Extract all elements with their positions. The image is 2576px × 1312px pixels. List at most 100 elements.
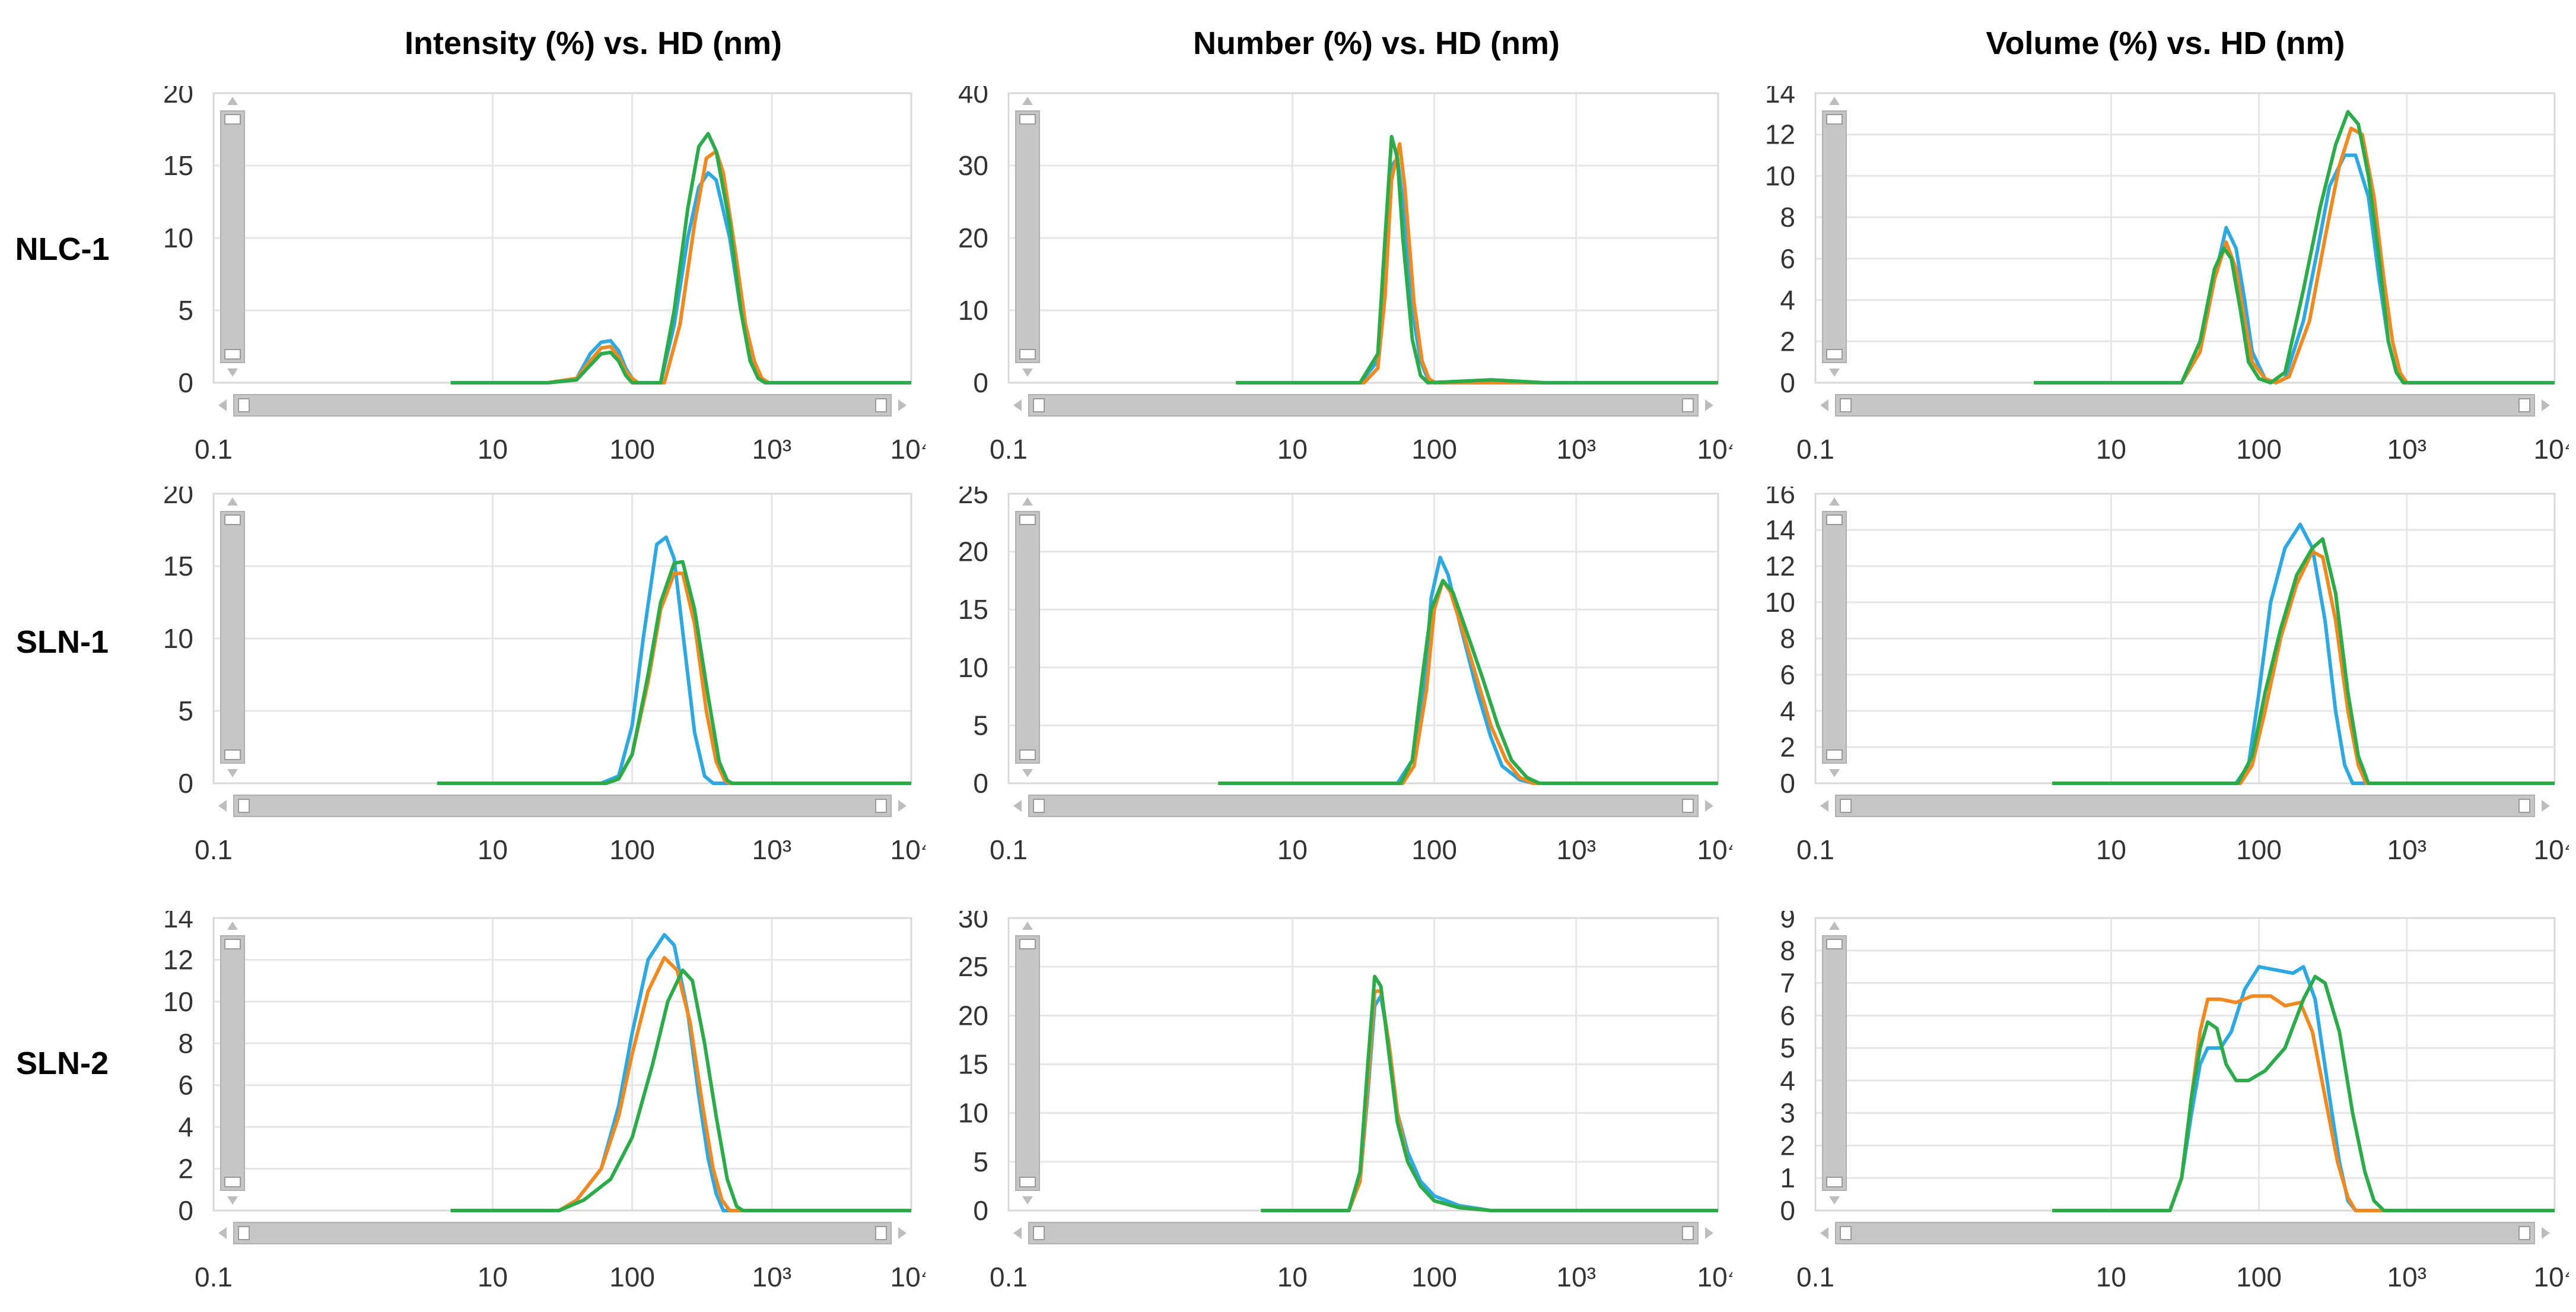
horizontal-scrollbar-thumb[interactable] [1028,795,1699,817]
vertical-scroll-handle-bottom[interactable] [224,749,241,760]
horizontal-scrollbar-thumb[interactable] [1835,1222,2535,1244]
scroll-right-arrow-icon[interactable] [1705,399,1713,411]
horizontal-scroll-handle-right[interactable] [875,398,887,412]
scroll-left-arrow-icon[interactable] [1820,399,1828,411]
scroll-left-arrow-icon[interactable] [1013,399,1022,411]
horizontal-scrollbar-thumb[interactable] [1028,394,1699,417]
horizontal-scroll-handle-right[interactable] [875,1226,887,1240]
scroll-right-arrow-icon[interactable] [2542,1227,2550,1239]
horizontal-scroll-handle-left[interactable] [238,1226,250,1240]
series-line-run2 [437,571,911,785]
vertical-scrollbar-thumb[interactable] [220,935,245,1191]
scroll-down-arrow-icon[interactable] [1022,368,1033,377]
scroll-right-arrow-icon[interactable] [2542,399,2550,411]
vertical-scroll-handle-bottom[interactable] [1826,349,1843,360]
scroll-left-arrow-icon[interactable] [218,800,227,812]
vertical-scroll-handle-top[interactable] [224,939,241,949]
scroll-up-arrow-icon[interactable] [227,922,238,930]
vertical-scroll-handle-top[interactable] [224,114,241,125]
vertical-scrollbar-thumb[interactable] [1822,935,1847,1191]
horizontal-scroll-handle-right[interactable] [2518,398,2530,412]
horizontal-scroll-handle-left[interactable] [1840,1226,1852,1240]
scroll-left-arrow-icon[interactable] [1820,1227,1828,1239]
horizontal-scroll-handle-right[interactable] [2518,799,2530,813]
scroll-left-arrow-icon[interactable] [218,1227,227,1239]
horizontal-scroll-handle-right[interactable] [1682,398,1694,412]
scroll-down-arrow-icon[interactable] [1022,769,1033,777]
horizontal-scroll-handle-right[interactable] [2518,1226,2530,1240]
plot-frame [1007,917,1719,1212]
scroll-down-arrow-icon[interactable] [1022,1196,1033,1205]
y-tick-label: 10 [1765,160,1795,191]
scroll-right-arrow-icon[interactable] [2542,800,2550,812]
horizontal-scroll-handle-left[interactable] [1840,799,1852,813]
scroll-up-arrow-icon[interactable] [1829,922,1840,930]
scroll-down-arrow-icon[interactable] [227,769,238,777]
vertical-scrollbar-thumb[interactable] [1822,110,1847,363]
horizontal-scroll-handle-left[interactable] [238,799,250,813]
horizontal-scrollbar-thumb[interactable] [233,795,892,817]
vertical-scroll-handle-top[interactable] [1019,939,1036,949]
horizontal-scrollbar-thumb[interactable] [233,1222,892,1244]
y-tick-label: 8 [178,1028,193,1059]
vertical-scroll-handle-bottom[interactable] [1019,349,1036,360]
scroll-right-arrow-icon[interactable] [1705,800,1713,812]
vertical-scroll-handle-top[interactable] [1019,514,1036,525]
scroll-left-arrow-icon[interactable] [1013,800,1022,812]
scroll-up-arrow-icon[interactable] [1022,922,1033,930]
vertical-scrollbar-thumb[interactable] [1015,110,1040,363]
horizontal-scrollbar-thumb[interactable] [1835,394,2535,417]
horizontal-scroll-handle-right[interactable] [1682,799,1694,813]
series-line-run3 [1236,135,1718,385]
horizontal-scroll-handle-left[interactable] [1033,799,1045,813]
vertical-scrollbar-thumb[interactable] [1015,511,1040,764]
scroll-down-arrow-icon[interactable] [1829,769,1840,777]
scroll-down-arrow-icon[interactable] [227,368,238,377]
scroll-right-arrow-icon[interactable] [1705,1227,1713,1239]
x-tick-label: 10 [478,834,508,865]
scroll-right-arrow-icon[interactable] [898,399,907,411]
horizontal-scroll-handle-left[interactable] [1033,398,1045,412]
x-tick-label: 100 [1411,834,1457,865]
horizontal-scroll-handle-left[interactable] [1840,398,1852,412]
vertical-scroll-handle-bottom[interactable] [1019,749,1036,760]
vertical-scroll-handle-top[interactable] [1826,114,1843,125]
scroll-up-arrow-icon[interactable] [1022,497,1033,506]
horizontal-scrollbar-thumb[interactable] [1028,1222,1699,1244]
horizontal-scroll-handle-left[interactable] [238,398,250,412]
y-tick-label: 9 [1780,911,1795,933]
scroll-left-arrow-icon[interactable] [1013,1227,1022,1239]
scroll-down-arrow-icon[interactable] [1829,1196,1840,1205]
vertical-scroll-handle-bottom[interactable] [1826,1177,1843,1187]
horizontal-scrollbar-thumb[interactable] [233,394,892,417]
x-tick-label: 0.1 [195,1262,233,1292]
vertical-scroll-handle-top[interactable] [1826,939,1843,949]
vertical-scroll-handle-top[interactable] [224,514,241,525]
scroll-up-arrow-icon[interactable] [227,497,238,506]
vertical-scrollbar-thumb[interactable] [1015,935,1040,1191]
vertical-scroll-handle-bottom[interactable] [224,1177,241,1187]
scroll-left-arrow-icon[interactable] [1820,800,1828,812]
vertical-scroll-handle-bottom[interactable] [1019,1177,1036,1187]
x-tick-label: 10 [1277,834,1308,865]
scroll-up-arrow-icon[interactable] [227,97,238,105]
vertical-scroll-handle-top[interactable] [1019,114,1036,125]
horizontal-scroll-handle-left[interactable] [1033,1226,1045,1240]
horizontal-scrollbar-thumb[interactable] [1835,795,2535,817]
scroll-down-arrow-icon[interactable] [1829,368,1840,377]
vertical-scrollbar-thumb[interactable] [1822,511,1847,764]
scroll-up-arrow-icon[interactable] [1022,97,1033,105]
vertical-scroll-handle-top[interactable] [1826,514,1843,525]
scroll-down-arrow-icon[interactable] [227,1196,238,1205]
scroll-left-arrow-icon[interactable] [218,399,227,411]
horizontal-scroll-handle-right[interactable] [875,799,887,813]
scroll-up-arrow-icon[interactable] [1829,497,1840,506]
vertical-scrollbar-thumb[interactable] [220,110,245,363]
vertical-scroll-handle-bottom[interactable] [1826,749,1843,760]
scroll-up-arrow-icon[interactable] [1829,97,1840,105]
vertical-scrollbar-thumb[interactable] [220,511,245,764]
horizontal-scroll-handle-right[interactable] [1682,1226,1694,1240]
scroll-right-arrow-icon[interactable] [898,800,907,812]
scroll-right-arrow-icon[interactable] [898,1227,907,1239]
vertical-scroll-handle-bottom[interactable] [224,349,241,360]
